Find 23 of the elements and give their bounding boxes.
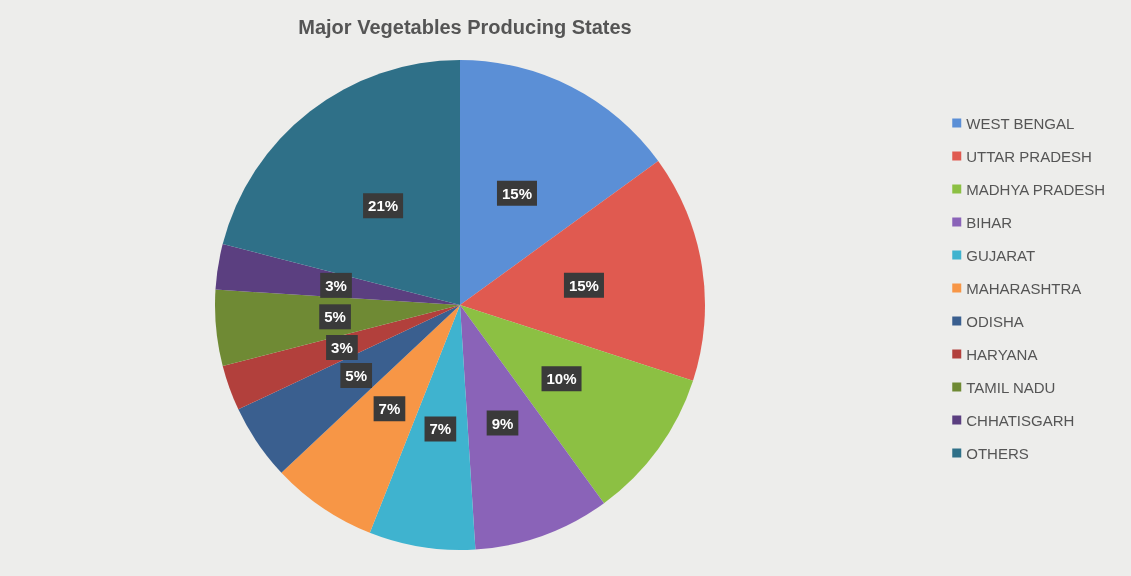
data-label: 5% — [345, 367, 368, 385]
legend-label: OTHERS — [966, 444, 1029, 462]
data-label: 10% — [546, 370, 577, 388]
legend-label: UTTAR PRADESH — [966, 147, 1092, 165]
data-label: 3% — [325, 276, 347, 294]
data-label: 5% — [324, 308, 346, 326]
legend-label: WEST BENGAL — [966, 114, 1075, 132]
chart-title: Major Vegetables Producing States — [298, 16, 632, 38]
data-label: 21% — [368, 197, 399, 215]
data-label: 7% — [378, 400, 401, 418]
data-label: 15% — [568, 276, 599, 294]
legend-label: CHHATISGARH — [966, 411, 1075, 429]
legend-label: HARYANA — [966, 345, 1038, 363]
legend-label: TAMIL NADU — [966, 378, 1056, 396]
data-label: 9% — [491, 414, 514, 432]
data-label: 7% — [429, 420, 452, 438]
legend-label: MAHARASHTRA — [966, 279, 1082, 297]
legend-label: MADHYA PRADESH — [966, 180, 1106, 198]
legend-label: GUJARAT — [966, 246, 1036, 264]
data-label: 15% — [501, 184, 532, 202]
legend-label: ODISHA — [966, 312, 1024, 330]
data-label: 3% — [331, 339, 353, 357]
legend-label: BIHAR — [966, 213, 1013, 231]
